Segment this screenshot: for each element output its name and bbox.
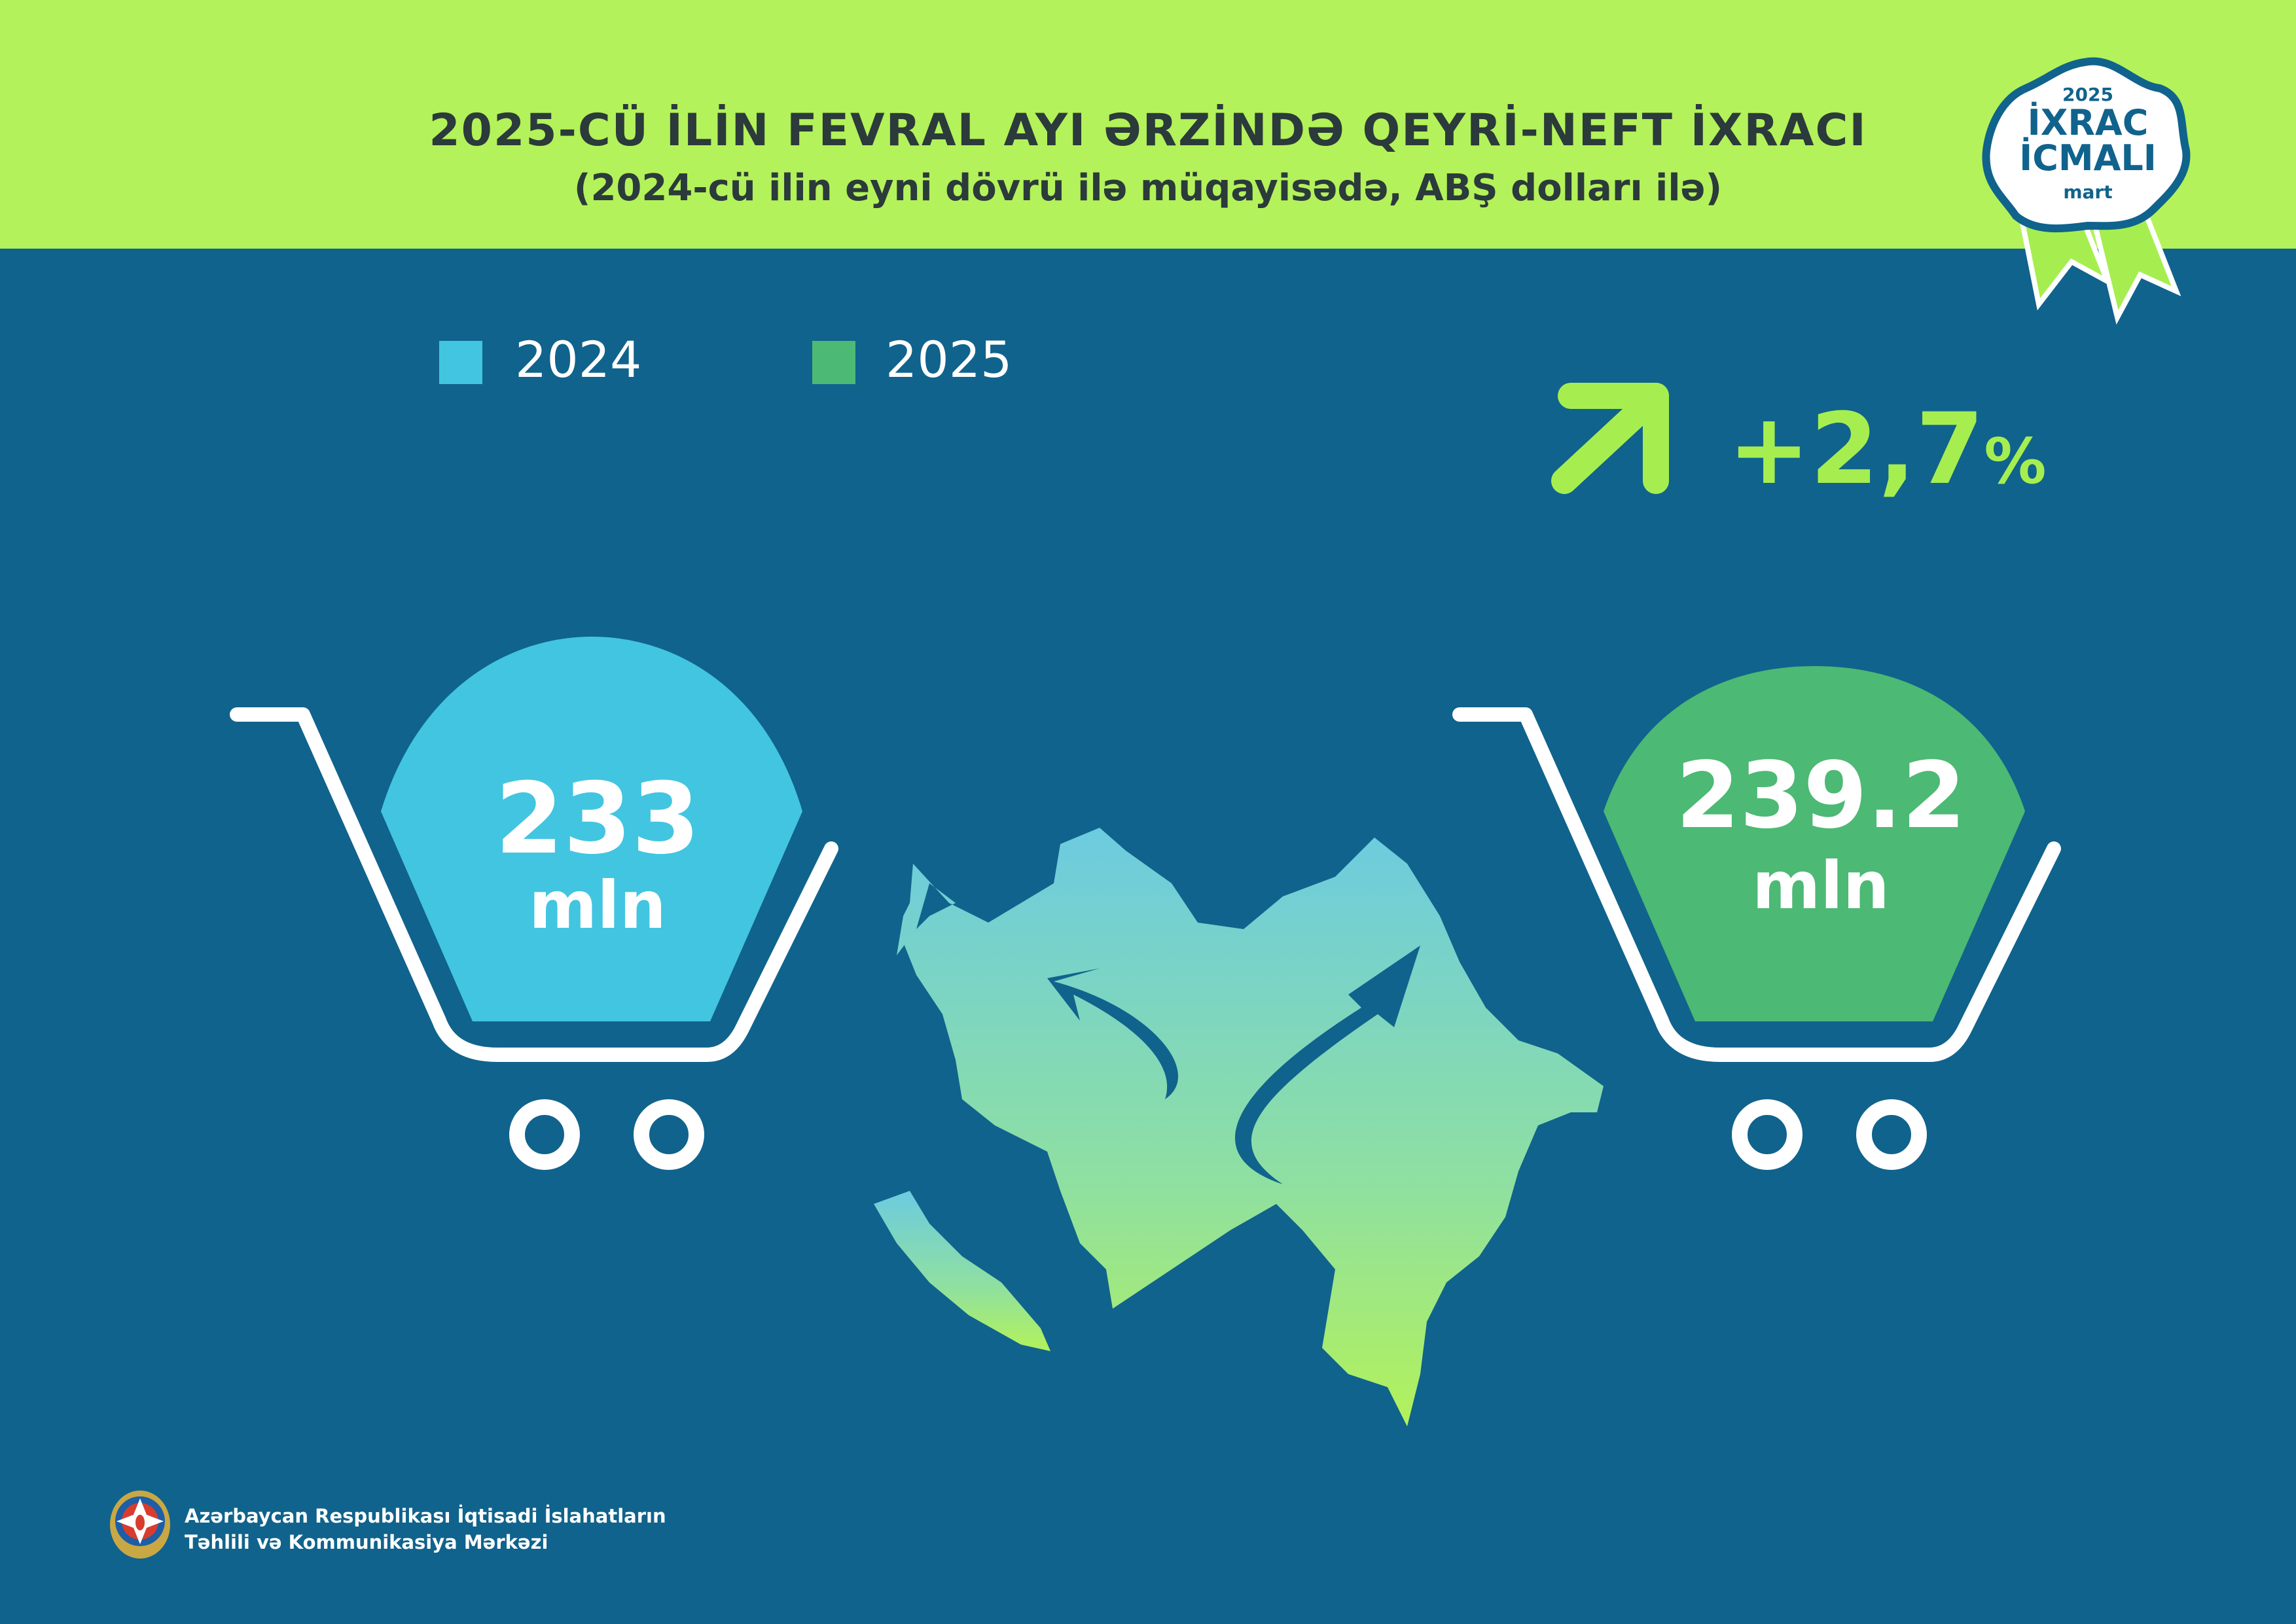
badge-line1: İXRAC — [2027, 102, 2149, 143]
change-value: +2,7 — [1728, 393, 1984, 506]
badge-line2: İCMALI — [2019, 137, 2157, 179]
footer-org-line1: Azərbaycan Respublikası İqtisadi İslahat… — [185, 1505, 666, 1527]
change-unit: % — [1984, 426, 2047, 498]
footer-org-line2: Təhlili və Kommunikasiya Mərkəzi — [185, 1531, 548, 1553]
value-2025: 239.2 — [1676, 743, 1966, 849]
unit-2025: mln — [1752, 847, 1890, 924]
badge-year: 2025 — [2062, 84, 2113, 105]
badge-month: mart — [2063, 181, 2113, 203]
change-percent: +2,7% — [1728, 393, 2047, 506]
legend-swatch-2024 — [439, 341, 482, 384]
legend-label-2025: 2025 — [886, 330, 1013, 389]
arrow-up-right-icon — [1551, 383, 1669, 494]
value-2024: 233 — [495, 762, 700, 876]
unit-2024: mln — [529, 867, 666, 944]
cart-2024 — [230, 637, 838, 1170]
legend-swatch-2025 — [812, 341, 855, 384]
header-band: 2025-CÜ İLİN FEVRAL AYI ƏRZİNDƏ QEYRİ-NE… — [0, 0, 2296, 249]
state-emblem-logo — [110, 1491, 170, 1559]
badge-rosette — [1982, 57, 2191, 233]
azerbaijan-map — [874, 828, 1604, 1426]
legend-label-2024: 2024 — [515, 330, 642, 389]
page-title: 2025-CÜ İLİN FEVRAL AYI ƏRZİNDƏ QEYRİ-NE… — [429, 105, 1867, 156]
cart-2025 — [1452, 666, 2061, 1170]
page-subtitle: (2024-cü ilin eyni dövrü ilə müqayisədə,… — [573, 167, 1723, 209]
badge-text: 2025 İXRAC İCMALI mart — [1990, 84, 2186, 203]
